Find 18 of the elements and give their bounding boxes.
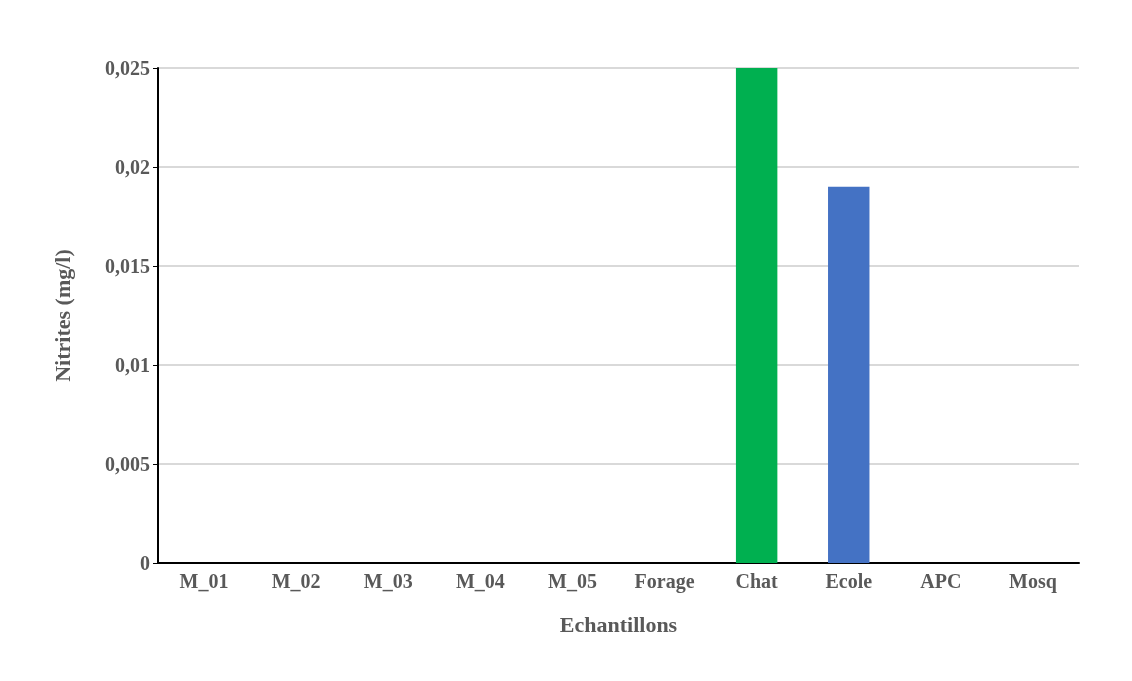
y-tick-label: 0,015	[105, 255, 150, 277]
x-tick-label: M_01	[179, 570, 229, 592]
x-tick-label: M_02	[271, 570, 321, 592]
x-tick-label: M_05	[548, 570, 597, 592]
x-axis-title: Echantillons	[559, 611, 678, 637]
y-tick-label: 0,01	[115, 354, 150, 376]
y-tick-label: 0,025	[105, 57, 150, 79]
y-axis-title: Nitrites (mg/l)	[49, 249, 75, 382]
x-tick-label: Mosq	[1009, 570, 1057, 593]
x-tick-label: M_03	[363, 570, 413, 592]
x-tick-label: M_04	[455, 570, 505, 592]
x-tick-label: Forage	[634, 570, 695, 593]
x-tick-label: Chat	[735, 570, 779, 592]
x-tick-label: Ecole	[825, 570, 873, 592]
x-tick-label: APC	[920, 570, 962, 592]
y-tick-label: 0,02	[115, 156, 150, 178]
y-tick-label: 0,005	[105, 453, 150, 475]
y-tick-label: 0	[140, 552, 150, 574]
